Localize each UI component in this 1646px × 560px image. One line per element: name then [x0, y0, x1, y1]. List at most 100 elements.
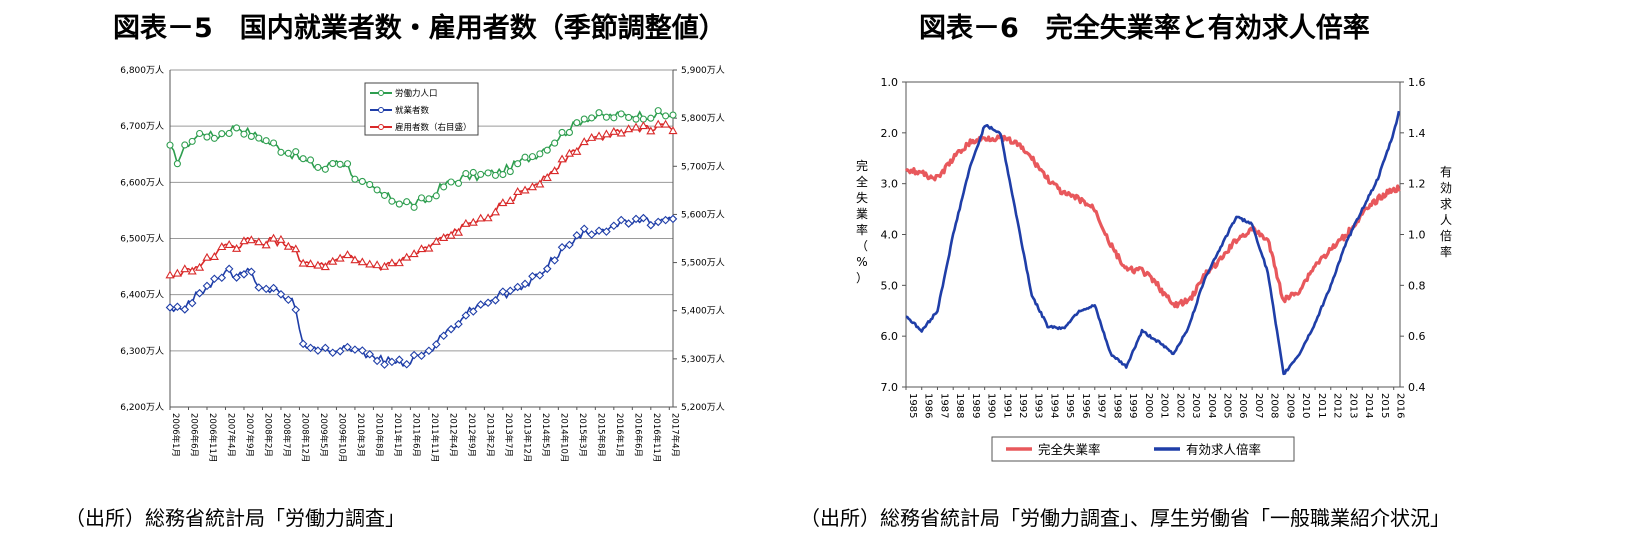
x-tick-label: 2006年6月	[188, 413, 199, 457]
data-point	[498, 198, 508, 207]
data-point	[165, 303, 175, 312]
x-tick-label: 2007	[1253, 393, 1264, 418]
x-tick-label: 2015	[1379, 393, 1390, 418]
y-left-tick-label: 2.0	[881, 127, 899, 140]
x-tick-label: 2008年7月	[281, 413, 292, 457]
y-right-tick-label: 1.6	[1408, 76, 1426, 89]
data-point	[564, 148, 574, 157]
data-point	[669, 111, 677, 119]
data-point	[262, 137, 270, 145]
svg-text:）: ）	[856, 271, 868, 285]
y-right-tick-label: 0.6	[1408, 330, 1426, 343]
y-left-tick-label: 6,500万人	[120, 234, 164, 245]
data-point	[395, 200, 403, 208]
data-point	[557, 242, 567, 252]
data-point	[483, 213, 493, 222]
data-point	[557, 154, 567, 163]
data-point	[432, 192, 440, 200]
data-point	[505, 196, 515, 205]
x-tick-label: 2008年12月	[299, 413, 310, 462]
x-tick-label: 2009年5月	[318, 413, 329, 457]
data-point	[284, 149, 292, 157]
data-point	[661, 215, 670, 225]
data-point	[269, 283, 278, 293]
x-tick-label: 1994	[1048, 393, 1059, 418]
data-point	[395, 355, 404, 364]
data-point	[609, 126, 619, 135]
data-point	[476, 213, 486, 222]
x-tick-label: 1995	[1064, 393, 1075, 418]
x-tick-label: 2006年11月	[207, 413, 218, 462]
data-point	[499, 170, 507, 179]
data-point	[484, 169, 492, 177]
data-point	[188, 137, 196, 145]
data-point	[624, 219, 633, 228]
x-tick-label: 2008年2月	[262, 413, 273, 457]
data-point	[270, 139, 278, 147]
y-left-tick-label: 6,700万人	[120, 121, 164, 132]
data-point	[240, 130, 248, 138]
svg-text:効: 効	[1440, 180, 1452, 195]
data-point	[218, 130, 226, 138]
data-point	[321, 165, 329, 173]
x-tick-label: 2011年1月	[392, 413, 403, 457]
data-point	[283, 241, 293, 250]
y-right-tick-label: 1.4	[1408, 127, 1426, 140]
y-left-tick-label: 6,300万人	[120, 346, 164, 357]
x-tick-label: 2013年7月	[503, 413, 514, 457]
svg-text:業: 業	[856, 207, 868, 221]
y-left-tick-label: 7.0	[881, 381, 899, 394]
data-point	[276, 234, 286, 243]
legend-label: 完全失業率	[1038, 442, 1101, 457]
data-point	[468, 217, 478, 226]
data-point	[299, 155, 307, 163]
x-tick-label: 1993	[1033, 393, 1044, 418]
data-point	[417, 194, 426, 202]
x-tick-label: 1986	[923, 393, 934, 418]
x-tick-label: 2015年8月	[595, 413, 606, 457]
x-tick-label: 1990	[986, 393, 997, 418]
data-point	[542, 172, 552, 181]
data-point	[447, 178, 455, 186]
svg-text:%: %	[856, 255, 867, 269]
data-point	[358, 346, 367, 355]
x-tick-label: 2007年9月	[244, 413, 255, 457]
data-point	[180, 305, 190, 314]
data-point	[402, 252, 412, 261]
data-point	[573, 119, 581, 127]
x-tick-label: 2014年10月	[558, 413, 569, 462]
data-point	[277, 148, 285, 156]
data-point	[602, 113, 610, 121]
x-tick-label: 2007年4月	[225, 413, 236, 457]
data-point	[372, 260, 382, 269]
y-left-tick-label: 6,400万人	[120, 290, 164, 301]
x-tick-label: 2014年5月	[540, 413, 551, 457]
data-point	[173, 160, 181, 168]
x-tick-label: 2013年2月	[484, 413, 495, 457]
data-point	[572, 146, 582, 155]
data-point	[314, 163, 322, 171]
data-point	[483, 298, 493, 308]
data-point	[631, 214, 641, 224]
x-tick-label: 1996	[1080, 393, 1091, 418]
x-tick-label: 1992	[1017, 393, 1028, 418]
data-point	[351, 175, 359, 183]
data-point	[195, 288, 204, 298]
x-tick-label: 1999	[1127, 393, 1138, 418]
data-point	[661, 119, 671, 128]
data-point	[594, 131, 604, 140]
data-point	[498, 287, 508, 296]
x-tick-label: 2012年9月	[466, 413, 477, 457]
data-point	[476, 300, 485, 309]
data-point	[431, 236, 441, 245]
data-point	[166, 141, 174, 149]
x-tick-label: 2016	[1395, 393, 1406, 418]
y-right-tick-label: 5,800万人	[681, 113, 725, 124]
data-point	[343, 160, 352, 168]
svg-text:有: 有	[1440, 165, 1452, 179]
legend-marker	[378, 107, 384, 113]
data-point	[461, 218, 471, 227]
data-point	[513, 282, 522, 292]
data-point	[616, 128, 626, 137]
data-point	[320, 262, 330, 271]
